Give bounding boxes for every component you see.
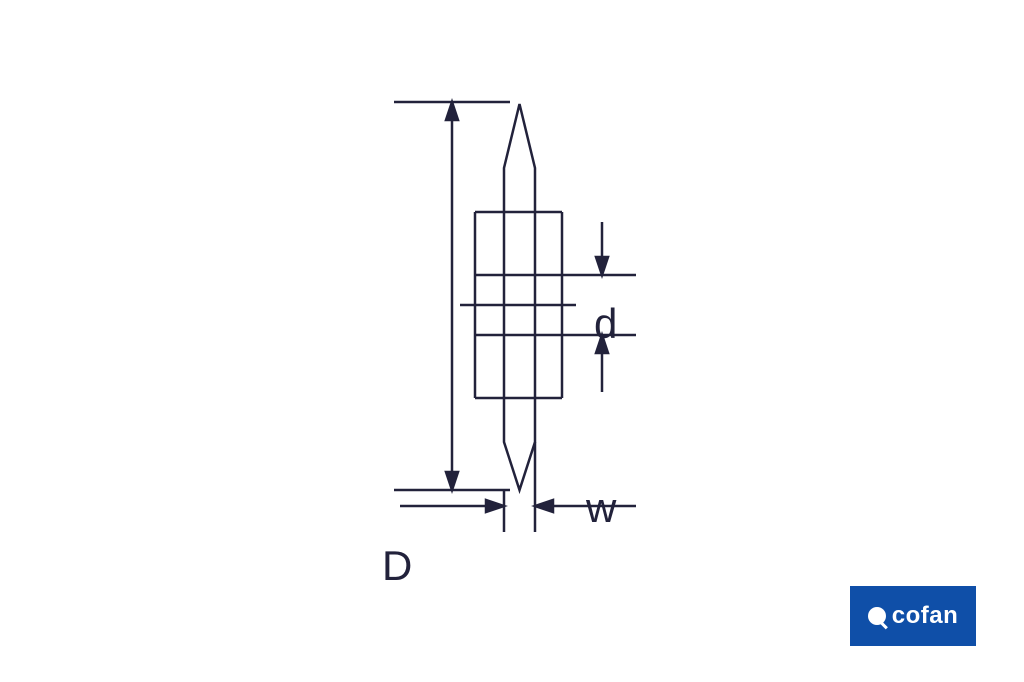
dimension-label-d: d [594, 300, 617, 348]
brand-badge: cofan [850, 586, 976, 646]
dimension-label-w: w [586, 484, 616, 532]
technical-diagram [0, 0, 1024, 682]
magnifier-icon [868, 607, 886, 625]
dimension-label-D: D [382, 542, 412, 590]
brand-text: cofan [892, 602, 959, 630]
